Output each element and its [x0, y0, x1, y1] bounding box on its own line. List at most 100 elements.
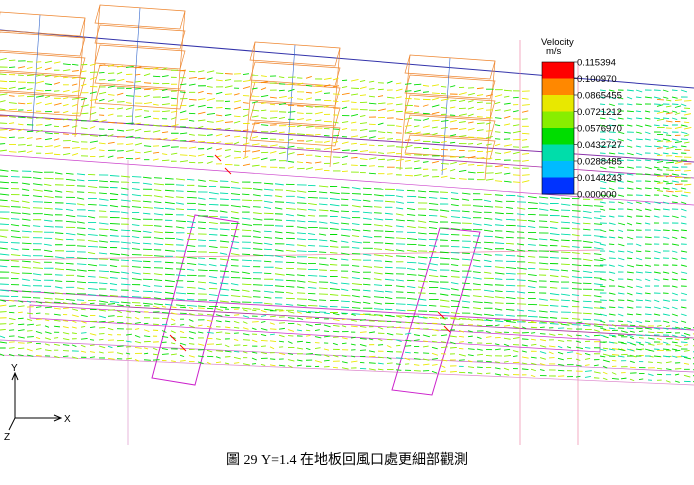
velocity-vector	[164, 225, 173, 228]
velocity-vector	[671, 103, 679, 105]
velocity-vector	[107, 113, 114, 116]
velocity-vector	[296, 310, 307, 313]
velocity-vector	[318, 185, 329, 188]
velocity-vector	[186, 268, 195, 271]
velocity-vector	[341, 342, 347, 345]
velocity-vector	[230, 271, 240, 273]
velocity-vector	[472, 205, 483, 207]
velocity-vector	[428, 275, 439, 278]
velocity-vector	[296, 323, 302, 326]
velocity-vector	[215, 120, 224, 123]
velocity-vector	[131, 194, 142, 197]
velocity-vector	[175, 274, 186, 277]
velocity-vector	[332, 342, 338, 346]
velocity-vector	[680, 257, 687, 260]
velocity-vector	[305, 105, 313, 108]
velocity-vector	[629, 378, 635, 382]
velocity-vector	[635, 138, 643, 141]
velocity-vector	[680, 103, 687, 107]
velocity-vector	[26, 341, 32, 344]
velocity-vector	[98, 338, 104, 341]
velocity-vector	[287, 365, 293, 368]
velocity-vector	[340, 234, 350, 237]
velocity-vector	[656, 168, 663, 171]
velocity-vector	[285, 291, 294, 294]
figure-caption: 圖 29 Y=1.4 在地板回風口處更細部觀測	[225, 453, 468, 468]
velocity-vector	[215, 308, 224, 312]
velocity-vector	[350, 343, 356, 346]
velocity-vector	[341, 367, 349, 370]
velocity-vector	[323, 348, 330, 351]
velocity-vector	[653, 215, 660, 218]
velocity-vector	[483, 253, 492, 256]
velocity-vector	[287, 166, 294, 169]
velocity-vector	[278, 310, 285, 312]
rack-outline	[94, 64, 186, 90]
velocity-vector	[175, 202, 184, 205]
velocity-vector	[197, 77, 206, 80]
velocity-vector	[269, 159, 277, 161]
velocity-vector	[53, 61, 61, 64]
velocity-vector	[332, 134, 340, 137]
velocity-vector	[521, 362, 528, 365]
velocity-vector	[251, 309, 257, 312]
velocity-vector	[644, 138, 651, 141]
velocity-vector	[665, 99, 672, 102]
velocity-vector	[599, 208, 606, 211]
velocity-vector	[395, 118, 404, 121]
velocity-vector	[359, 343, 367, 347]
velocity-vector	[671, 285, 678, 288]
velocity-vector	[626, 236, 634, 240]
velocity-vector	[599, 327, 607, 331]
velocity-vector	[134, 340, 142, 344]
velocity-vector	[417, 190, 427, 193]
velocity-vector	[278, 146, 286, 148]
velocity-vector	[467, 330, 474, 333]
velocity-vector	[89, 125, 96, 129]
velocity-vector	[251, 351, 258, 354]
velocity-vector	[582, 300, 592, 303]
velocity-vector	[161, 336, 169, 338]
velocity-vector	[494, 101, 501, 105]
velocity-vector	[617, 257, 625, 261]
velocity-vector	[494, 320, 504, 323]
velocity-vector	[0, 57, 7, 61]
velocity-vector	[170, 306, 177, 309]
velocity-vector	[440, 323, 446, 326]
velocity-vector	[43, 183, 52, 187]
velocity-vector	[617, 313, 624, 317]
velocity-vector	[242, 142, 250, 146]
velocity-vector	[377, 326, 384, 330]
velocity-vector	[10, 254, 21, 257]
velocity-vector	[341, 86, 348, 88]
velocity-vector	[662, 236, 670, 239]
velocity-vector	[161, 153, 168, 156]
velocity-vector	[8, 317, 16, 321]
velocity-vector	[224, 167, 232, 175]
velocity-vector	[332, 312, 340, 316]
velocity-vector	[269, 144, 278, 147]
velocity-vector	[549, 287, 558, 289]
velocity-vector	[395, 326, 401, 329]
velocity-vector	[307, 286, 317, 289]
velocity-vector	[287, 317, 295, 319]
velocity-vector	[404, 153, 412, 156]
velocity-vector	[635, 201, 642, 204]
velocity-vector	[296, 82, 304, 86]
velocity-vector	[252, 296, 261, 298]
velocity-vector	[377, 368, 384, 371]
velocity-vector	[17, 329, 25, 332]
velocity-vector	[252, 212, 262, 215]
velocity-vector	[305, 167, 313, 170]
velocity-vector	[161, 353, 169, 355]
velocity-vector	[219, 270, 229, 273]
velocity-vector	[65, 220, 77, 223]
velocity-vector	[656, 161, 664, 163]
velocity-vector	[332, 121, 339, 124]
velocity-vector	[44, 102, 53, 106]
velocity-vector	[662, 215, 670, 218]
velocity-vector	[32, 279, 42, 282]
velocity-vector	[197, 90, 204, 94]
velocity-vector	[89, 77, 97, 80]
velocity-vector	[186, 220, 196, 224]
